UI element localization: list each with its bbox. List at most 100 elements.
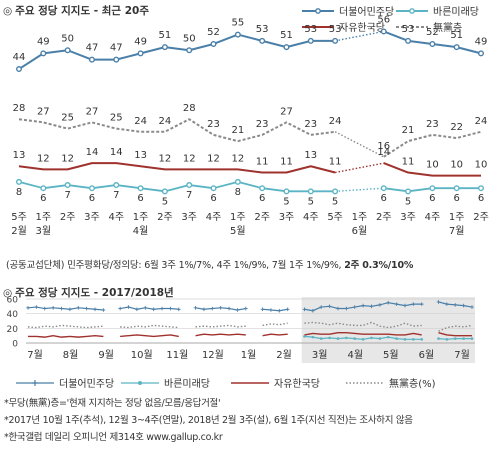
x-tick-week-label: 5주 [11,212,27,223]
data-point-bareun [406,189,411,194]
series-line-none [196,325,246,326]
data-label-bareun: 5 [332,196,338,207]
data-point-minjoo [381,29,386,34]
data-point-minjoo [211,42,216,47]
data-label-minjoo: 53 [256,24,269,35]
data-point-bareun [187,183,192,188]
x-tick-month-label: 7월 [454,349,470,361]
y-tick-label: 0 [12,340,18,350]
data-point-minjoo [76,306,80,310]
data-label-jayu: 12 [37,153,50,164]
data-label-none: 21 [231,125,244,136]
x-tick-month-label: 4월 [133,225,149,237]
data-label-jayu: 12 [231,153,244,164]
series-gap-connector-jayu [335,163,384,172]
x-tick-month-label: 9월 [98,349,114,361]
data-point-minjoo [65,48,70,53]
data-point-minjoo [138,51,143,56]
data-label-jayu: 14 [110,147,123,158]
data-point-minjoo [454,45,459,50]
data-point-minjoo [169,307,173,311]
data-label-none: 28 [183,103,196,114]
x-tick-month-label: 7월 [27,349,43,361]
data-label-none: 27 [86,106,99,117]
data-point-bareun [337,337,340,340]
data-point-bareun [395,337,398,340]
data-label-none: 23 [207,119,220,130]
data-point-bareun [211,186,216,191]
series-gap-connector-bareun [335,188,384,191]
data-point-minjoo [479,51,484,56]
data-point-minjoo [430,42,435,47]
data-label-minjoo: 49 [37,36,50,47]
legend2-none-line-icon [345,379,385,387]
y-tick-label: 60 [7,296,19,306]
series-line-none [263,323,288,325]
top-line-chart: 4449 5047 474951 505255535153 535653 52 514928… [0,0,504,260]
note-line: *무당(無黨)층='현재 지지하는 정당 없음/모름/응답거절' [4,395,220,409]
x-tick-week-label: 1주 [449,212,465,223]
data-label-minjoo: 51 [450,30,463,41]
data-label-bareun: 6 [259,193,265,204]
data-label-jayu: 12 [61,153,74,164]
legend2-bareun-line-icon [120,379,160,387]
x-tick-week-label: 2주 [60,212,76,223]
series-line-none [28,325,103,327]
legend2-none: 無黨층(%) [345,375,436,390]
x-tick-week-label: 2주 [157,212,173,223]
data-point-bareun [430,186,435,191]
data-point-minjoo [269,308,273,312]
x-tick-month-label: 4월 [347,349,363,361]
data-label-bareun: 6 [381,193,387,204]
x-tick-month-label: 7월 [449,225,465,237]
data-point-bareun [437,337,440,340]
data-point-minjoo [219,306,223,310]
data-point-bareun [320,337,323,340]
data-point-bareun [479,186,484,191]
legend2-bareun: 바른미래당 [120,375,210,390]
data-label-none: 24 [329,116,342,127]
x-tick-week-label: 3주 [84,212,100,223]
data-point-bareun [312,336,315,339]
x-tick-month-label: 2월 [276,349,292,361]
x-tick-month-label: 6월 [419,349,435,361]
data-point-minjoo [68,307,72,311]
data-point-minjoo [143,306,147,310]
x-tick-month-label: 8월 [63,349,79,361]
data-point-bareun [446,338,449,341]
data-point-bareun [370,337,373,340]
data-point-minjoo [51,306,55,310]
data-label-jayu: 11 [280,157,293,168]
data-point-bareun [333,189,338,194]
data-point-bareun [362,338,365,341]
data-point-bareun [41,186,46,191]
data-label-minjoo: 53 [329,24,342,35]
data-label-bareun: 6 [453,193,459,204]
data-label-jayu: 14 [86,147,99,158]
data-label-none: 27 [280,106,293,117]
data-point-bareun [236,180,241,185]
data-point-minjoo [260,39,265,44]
data-point-minjoo [261,307,265,311]
data-label-minjoo: 53 [402,24,415,35]
data-label-bareun: 6 [429,193,435,204]
data-label-bareun: 7 [113,190,119,201]
data-point-bareun [114,183,119,188]
x-tick-week-label: 1주 [133,212,149,223]
data-point-bareun [163,189,168,194]
series-gap-connector-minjoo [335,31,384,40]
data-label-minjoo: 50 [183,33,196,44]
y-tick-label: 20 [7,325,19,335]
data-label-jayu: 14 [377,147,390,158]
legend2-jayu: 자유한국당 [230,375,320,390]
data-point-minjoo [308,39,313,44]
bottom-line-chart: 02040607월 8월 9월 10월 11월 12월 1월 2월 3월 4월 5월 6월 7월 [0,295,504,375]
data-point-minjoo [160,307,164,311]
data-label-none: 24 [159,116,172,127]
data-label-jayu: 13 [134,150,147,161]
data-point-bareun [308,189,313,194]
data-label-minjoo: 50 [61,33,74,44]
data-point-minjoo [102,308,106,312]
data-point-bareun [138,186,143,191]
data-point-minjoo [202,307,206,311]
